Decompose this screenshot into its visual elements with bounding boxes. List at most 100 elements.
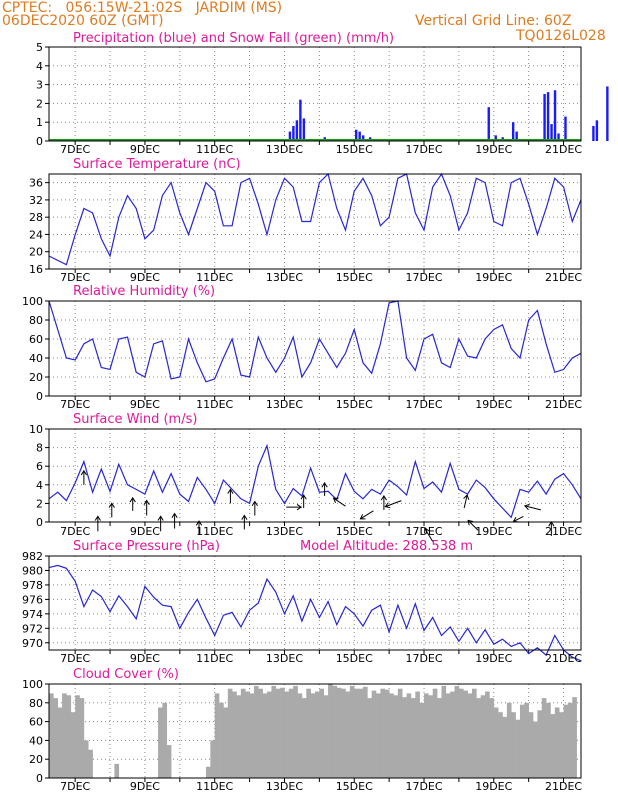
cloud-bar (489, 698, 495, 778)
x-tick-label: 7DEC (60, 652, 90, 665)
y-tick-label: 6 (36, 460, 43, 473)
wind-vector (333, 497, 346, 507)
x-tick-label: 7DEC (60, 271, 90, 284)
cloud-bar (524, 702, 529, 778)
header-model-code: TQ0126L028 (516, 28, 606, 44)
x-tick-label: 13DEC (266, 271, 303, 284)
x-tick-label: 19DEC (475, 780, 512, 793)
cloud-bar (253, 685, 259, 778)
cloud-bar (397, 688, 403, 778)
cloud-bar (546, 702, 551, 778)
wind-vector (463, 494, 468, 509)
cloud-bar (371, 690, 377, 778)
precip-bar (295, 120, 299, 141)
x-tick-label: 17DEC (405, 525, 442, 538)
x-tick-label: 11DEC (196, 398, 233, 411)
panel-3: Surface Wind (m/s) 0 2 4 6 8 10 7DEC 9DEC 11DEC 13… (29, 412, 582, 542)
cloud-bar (306, 688, 311, 778)
wind-vector-head (359, 514, 366, 520)
precip-bar (546, 92, 550, 141)
panel-frame (48, 683, 582, 779)
precip-bar (288, 131, 292, 141)
header-run-date: 06DEC2020 60Z (GMT) (2, 13, 164, 29)
cloud-bar (498, 712, 503, 778)
cloud-bar (533, 721, 538, 778)
cloud-bar (554, 707, 560, 778)
panel-annotation: Model Altitude: 288.538 m (300, 539, 473, 554)
x-tick-label: 9DEC (130, 652, 160, 665)
y-tick-label: 0 (36, 390, 43, 403)
cloud-bar (528, 712, 534, 778)
wind-vector-head (80, 469, 87, 476)
cloud-bar (275, 688, 281, 778)
cloud-bar (519, 704, 525, 778)
y-tick-label: 20 (29, 246, 43, 259)
cloud-bar (511, 712, 516, 778)
y-tick-label: 2 (36, 497, 43, 510)
wind-vector-head (424, 527, 430, 534)
cloud-bar (227, 688, 233, 778)
cloud-bar (358, 688, 364, 778)
x-tick-label: 17DEC (405, 398, 442, 411)
precip-bar (592, 125, 595, 141)
cloud-bar (428, 695, 434, 778)
y-tick-label: 40 (29, 734, 43, 747)
precip-bar (595, 120, 599, 141)
wind-vector-head (195, 520, 203, 526)
x-tick-label: 11DEC (196, 143, 233, 156)
x-tick-label: 9DEC (130, 143, 160, 156)
x-tick-label: 15DEC (336, 271, 373, 284)
precip-bar (553, 90, 557, 141)
wind-vector-head (467, 519, 474, 526)
cloud-bar (62, 693, 67, 778)
x-tick-label: 19DEC (475, 398, 512, 411)
x-tick-label: 21DEC (545, 652, 582, 665)
precip-bar (543, 94, 546, 141)
cloud-bar (232, 691, 237, 778)
cloud-bar (458, 688, 464, 778)
x-tick-label: 13DEC (266, 143, 303, 156)
cloud-bar (319, 688, 325, 778)
cloud-bar (249, 693, 255, 778)
cloud-bar (66, 695, 72, 778)
cloud-bar (467, 693, 473, 778)
wind-vector-head (241, 514, 248, 520)
y-tick-label: 974 (22, 608, 43, 621)
cloud-bar (367, 698, 372, 778)
y-tick-label: 0 (36, 135, 43, 148)
x-tick-label: 21DEC (545, 143, 582, 156)
precip-bar (354, 129, 358, 141)
cloud-bar (205, 766, 211, 778)
cloud-bar (166, 745, 172, 778)
cloud-bar (79, 698, 85, 778)
x-tick-label: 9DEC (130, 271, 160, 284)
wind-vector-head (227, 488, 234, 494)
cloud-bar (419, 702, 425, 778)
y-tick-label: 20 (29, 371, 43, 384)
y-tick-label: 32 (29, 194, 43, 207)
series-line (48, 443, 582, 519)
x-tick-label: 17DEC (405, 652, 442, 665)
panel-4: Surface Pressure (hPa) Model Altitude: 28… (22, 539, 582, 665)
y-tick-label: 80 (29, 697, 43, 710)
cloud-bar (284, 691, 290, 778)
cloud-bar (345, 691, 351, 778)
cloud-bar (114, 763, 120, 778)
x-tick-label: 13DEC (266, 525, 303, 538)
cloud-bar (541, 698, 547, 778)
y-tick-label: 982 (22, 550, 43, 563)
x-tick-label: 11DEC (196, 652, 233, 665)
precip-bar (606, 86, 609, 141)
cloud-bar (223, 707, 229, 778)
cloud-bar (288, 688, 294, 778)
cloud-bar (293, 685, 298, 778)
wind-vector (385, 500, 402, 508)
cloud-bar (214, 693, 220, 778)
y-tick-label: 16 (29, 263, 43, 276)
wind-vector-head (463, 494, 470, 500)
x-tick-label: 19DEC (475, 271, 512, 284)
cloud-bar (354, 688, 359, 778)
cloud-bar (376, 693, 381, 778)
y-tick-label: 0 (36, 516, 43, 529)
y-tick-label: 972 (22, 622, 43, 635)
